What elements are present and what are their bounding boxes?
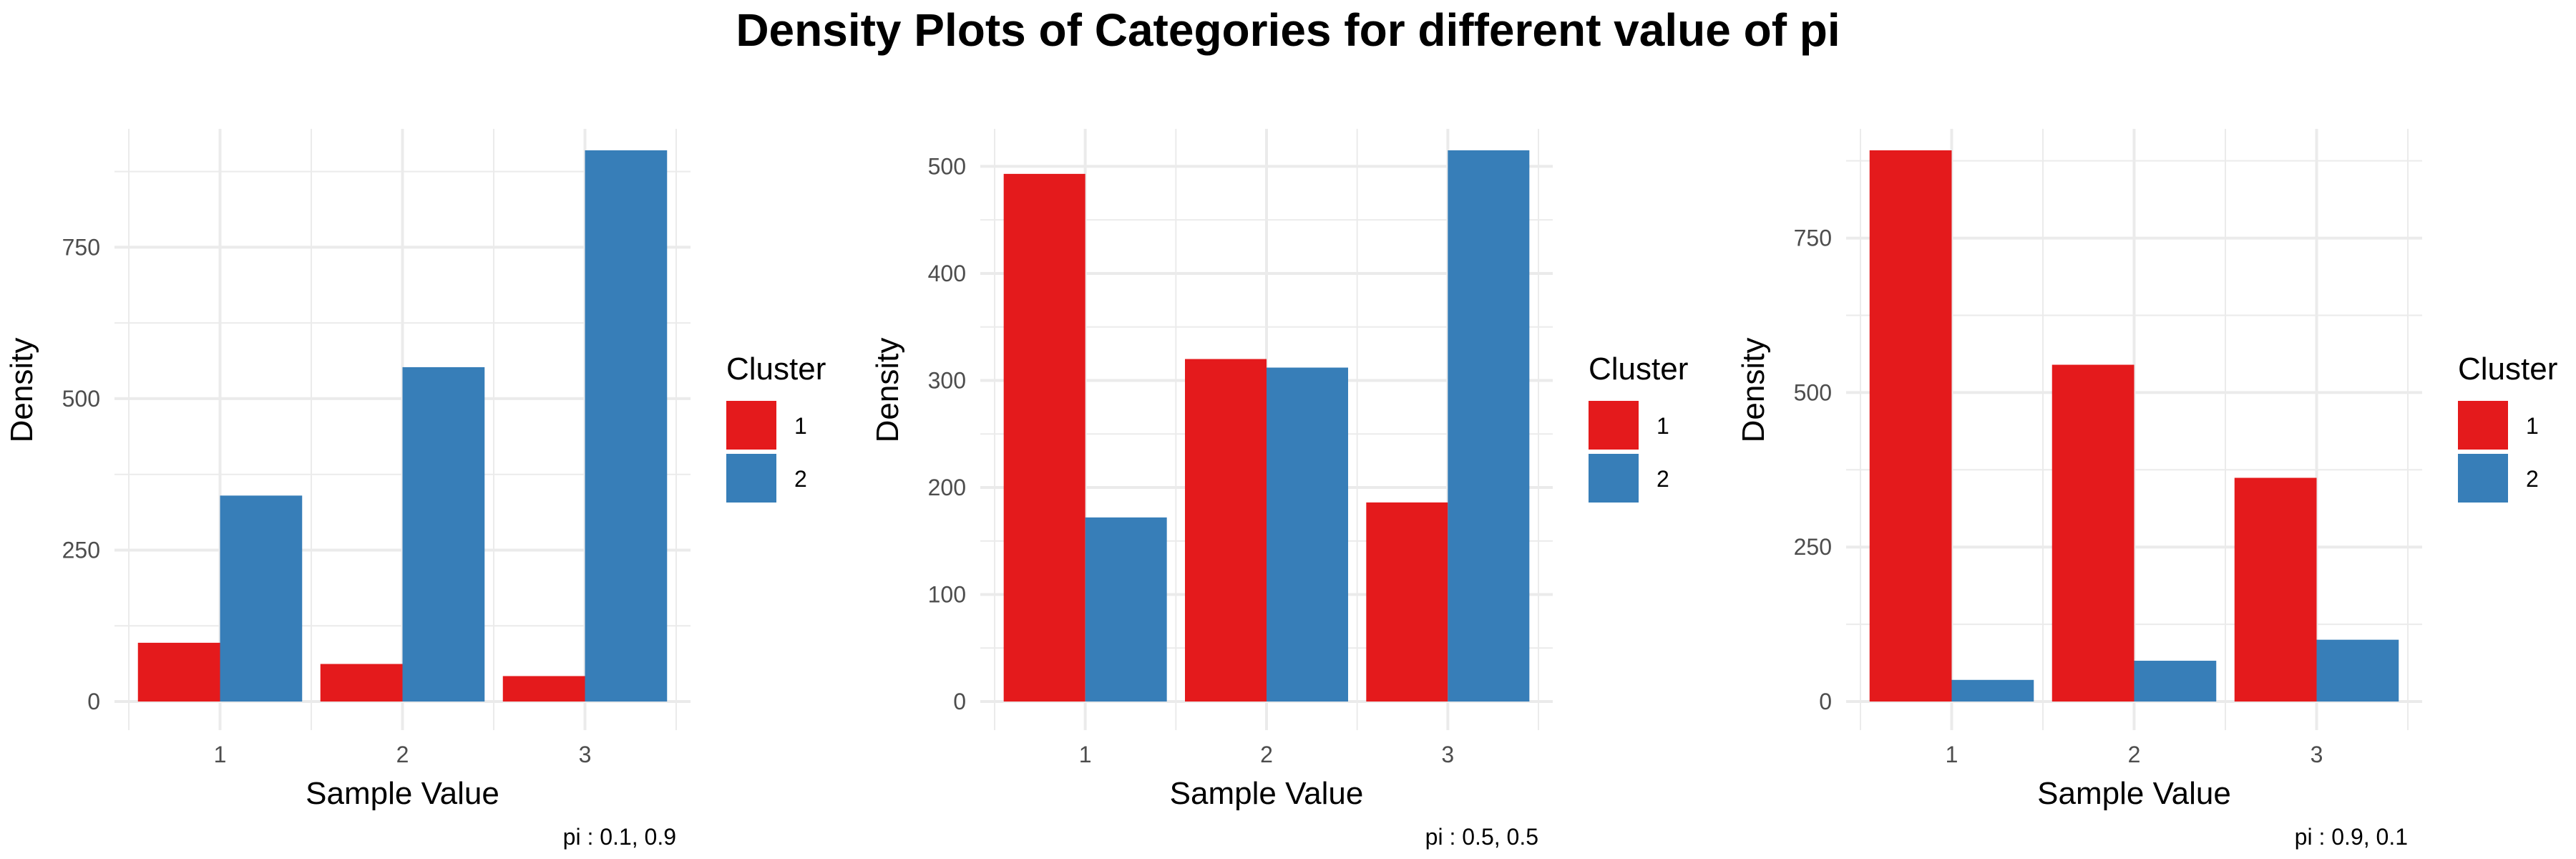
y-tick-label: 250 <box>1794 534 1832 560</box>
bar-cluster-2-cat-3 <box>585 150 668 702</box>
x-axis-title: Sample Value <box>306 776 499 811</box>
bar-cluster-2-cat-3 <box>2316 639 2399 702</box>
y-tick-label: 0 <box>87 689 100 714</box>
caption: pi : 0.9, 0.1 <box>2295 824 2408 850</box>
y-axis-title: Density <box>1736 338 1771 443</box>
bar-cluster-1-cat-2 <box>1185 359 1267 702</box>
y-tick-label: 0 <box>1819 689 1832 714</box>
legend-title: Cluster <box>1589 351 1688 387</box>
bar-cluster-1-cat-3 <box>2234 477 2317 702</box>
legend-key-2 <box>2458 454 2508 503</box>
x-tick-label: 1 <box>214 742 227 767</box>
x-tick-label: 3 <box>2311 742 2323 767</box>
y-axis-title: Density <box>4 338 39 443</box>
legend-key-1 <box>726 401 776 450</box>
legend-title: Cluster <box>726 351 826 387</box>
legend-label-1: 1 <box>1657 413 1669 439</box>
bar-cluster-1-cat-1 <box>137 642 220 702</box>
bar-cluster-1-cat-2 <box>2051 364 2135 702</box>
legend-label-2: 2 <box>2526 466 2539 492</box>
bar-cluster-1-cat-3 <box>1366 502 1448 702</box>
bar-cluster-1-cat-3 <box>502 676 585 702</box>
legend-label-2: 2 <box>1657 466 1669 492</box>
y-tick-label: 750 <box>1794 225 1832 251</box>
bar-cluster-2-cat-2 <box>2134 661 2217 702</box>
x-axis-title: Sample Value <box>2037 776 2231 811</box>
x-tick-label: 1 <box>1079 742 1092 767</box>
x-tick-label: 2 <box>1260 742 1273 767</box>
bar-cluster-1-cat-2 <box>320 664 403 702</box>
y-tick-label: 750 <box>62 234 100 260</box>
x-tick-label: 2 <box>396 742 409 767</box>
y-tick-label: 400 <box>928 261 966 286</box>
y-tick-label: 500 <box>62 386 100 412</box>
bar-cluster-2-cat-1 <box>220 495 303 702</box>
facet-panel-2: 0 100 200 300 400 500 1 2 3 Sample Value Density Cl… <box>870 129 1688 850</box>
bar-cluster-2-cat-2 <box>1267 367 1348 702</box>
caption: pi : 0.1, 0.9 <box>563 824 676 850</box>
bar-cluster-1-cat-1 <box>1003 173 1085 702</box>
bar-cluster-2-cat-3 <box>1448 150 1530 702</box>
x-tick-label: 3 <box>1441 742 1454 767</box>
legend-label-1: 1 <box>794 413 807 439</box>
x-tick-label: 3 <box>579 742 592 767</box>
y-tick-label: 500 <box>928 153 966 179</box>
legend-key-1 <box>2458 401 2508 450</box>
legend-key-1 <box>1589 401 1639 450</box>
legend-key-2 <box>1589 454 1639 503</box>
x-tick-label: 2 <box>2128 742 2141 767</box>
legend-label-2: 2 <box>794 466 807 492</box>
y-tick-label: 500 <box>1794 379 1832 405</box>
x-axis-title: Sample Value <box>1170 776 1364 811</box>
bar-cluster-2-cat-1 <box>1951 679 2034 702</box>
legend-label-1: 1 <box>2526 413 2539 439</box>
y-tick-label: 250 <box>62 537 100 563</box>
bar-cluster-1-cat-1 <box>1869 150 1952 702</box>
x-tick-label: 1 <box>1946 742 1958 767</box>
y-tick-label: 0 <box>953 689 966 714</box>
legend-key-2 <box>726 454 776 503</box>
facet-panel-1: 0 250 500 750 1 2 3 Sample Value Density Cluster 1… <box>4 129 826 850</box>
caption: pi : 0.5, 0.5 <box>1425 824 1538 850</box>
y-axis-title: Density <box>870 338 905 443</box>
y-tick-label: 200 <box>928 475 966 500</box>
chart-title: Density Plots of Categories for differen… <box>736 4 1840 56</box>
facet-panel-3: 0 250 500 750 1 2 3 Sample Value Density Cluster 1… <box>1736 129 2557 850</box>
bar-cluster-2-cat-2 <box>402 367 485 702</box>
y-tick-label: 100 <box>928 581 966 607</box>
bar-cluster-2-cat-1 <box>1085 517 1167 702</box>
y-tick-label: 300 <box>928 367 966 393</box>
legend-title: Cluster <box>2458 351 2557 387</box>
